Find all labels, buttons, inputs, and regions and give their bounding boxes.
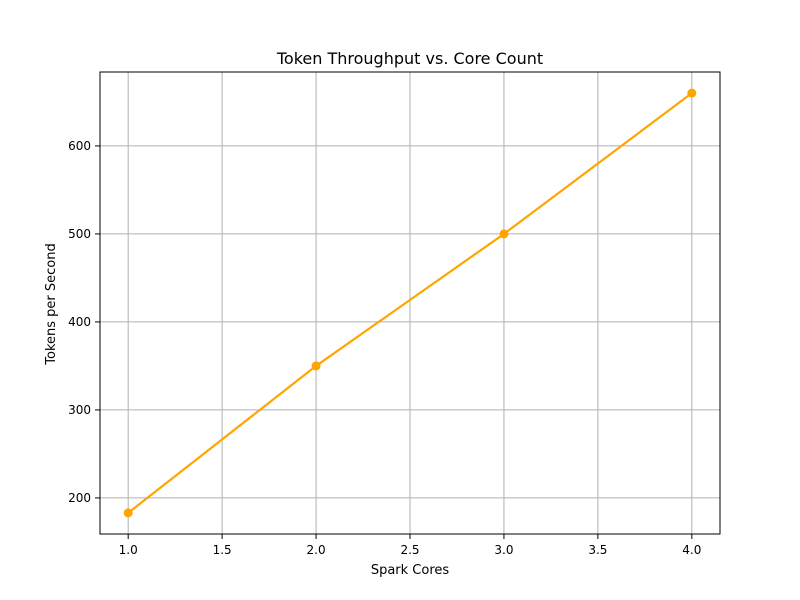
y-tick-label: 500 <box>68 227 91 241</box>
chart-title: Token Throughput vs. Core Count <box>276 49 543 68</box>
x-tick-label: 2.5 <box>400 543 419 557</box>
x-tick-label: 1.0 <box>119 543 138 557</box>
data-point <box>687 88 697 98</box>
data-point <box>499 229 509 239</box>
y-tick-label: 300 <box>68 403 91 417</box>
x-tick-label: 3.0 <box>494 543 513 557</box>
y-tick-label: 600 <box>68 139 91 153</box>
data-point <box>123 508 133 518</box>
x-axis-label: Spark Cores <box>371 563 450 578</box>
data-point <box>311 361 321 371</box>
series-line <box>127 92 693 514</box>
axis-ticks: 1.0 1.5 2.0 2.5 3.0 3.5 4.0 200 300 400 500 600 <box>68 139 701 557</box>
y-tick-label: 200 <box>68 491 91 505</box>
data-series <box>123 88 697 518</box>
x-tick-label: 1.5 <box>213 543 232 557</box>
grid-lines <box>100 72 720 534</box>
x-tick-label: 4.0 <box>682 543 701 557</box>
y-tick-label: 400 <box>68 315 91 329</box>
x-tick-label: 2.0 <box>307 543 326 557</box>
y-axis-label: Tokens per Second <box>44 243 59 365</box>
x-tick-label: 3.5 <box>588 543 607 557</box>
